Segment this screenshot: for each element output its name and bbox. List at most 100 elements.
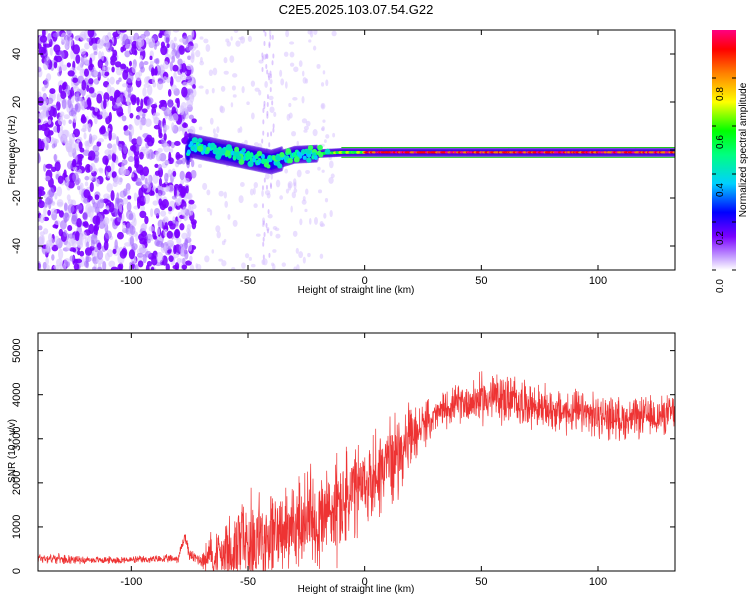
noise-blob [77, 241, 84, 249]
noise-blob [170, 84, 177, 92]
faint-blob [251, 112, 255, 120]
faint-blob [193, 42, 199, 49]
noise-blob [141, 108, 148, 114]
noise-blob [44, 175, 51, 181]
noise-blob [62, 263, 67, 270]
signal-dot [285, 148, 291, 154]
noise-blob [103, 240, 109, 251]
noise-blob [149, 55, 153, 61]
faint-blob [302, 70, 305, 77]
noise-blob [184, 251, 189, 260]
faint-blob [198, 126, 203, 131]
faint-blob [269, 230, 273, 237]
noise-blob [166, 43, 170, 48]
noise-blob [83, 132, 87, 140]
faint-blob [223, 70, 229, 75]
noise-blob [134, 264, 139, 270]
noise-blob [122, 69, 129, 81]
noise-blob [173, 244, 177, 255]
faint-blob [262, 108, 265, 114]
noise-blob [170, 141, 175, 149]
noise-blob [137, 37, 145, 48]
faint-blob [263, 232, 266, 238]
faint-blob [302, 196, 306, 202]
noise-blob [47, 97, 54, 105]
noise-blob [185, 44, 192, 52]
noise-blob [47, 33, 52, 43]
noise-blob [167, 98, 173, 109]
faint-blob [298, 251, 304, 259]
noise-blob [79, 231, 87, 240]
noise-blob [115, 91, 122, 97]
noise-blob [93, 70, 99, 77]
faint-blob [292, 96, 298, 101]
heatmap-y-tick-label: 0 [11, 147, 23, 153]
faint-blob [303, 129, 308, 133]
faint-blob [304, 78, 309, 84]
noise-blob [192, 84, 196, 90]
snr-y-tick-label: 0 [11, 568, 23, 574]
noise-blob [38, 118, 41, 124]
noise-blob [95, 206, 100, 214]
noise-blob [127, 195, 132, 200]
noise-blob [87, 30, 95, 38]
heatmap-axes: -100 -50 0 50 100 -40 -20 0 20 40 [11, 30, 675, 287]
noise-blob [90, 37, 98, 44]
noise-blob [110, 55, 118, 63]
faint-blob [250, 80, 256, 87]
noise-blob [97, 266, 103, 270]
noise-blob [115, 158, 119, 165]
noise-blob [139, 151, 144, 160]
faint-blob [275, 233, 281, 239]
noise-blob [159, 30, 163, 37]
chart-title: C2E5.2025.103.07.54.G22 [279, 2, 434, 17]
noise-blob [69, 142, 76, 154]
noise-blob [84, 42, 90, 50]
faint-blob [266, 94, 269, 100]
faint-blob [270, 173, 274, 180]
noise-blob [156, 227, 161, 236]
faint-blob [320, 223, 326, 227]
noise-blob [183, 177, 190, 183]
faint-blob [263, 40, 266, 46]
faint-blob [244, 253, 250, 259]
faint-blob [224, 200, 229, 208]
noise-blob [77, 250, 81, 256]
noise-blob [171, 195, 178, 200]
noise-blob [78, 256, 86, 267]
faint-blob [235, 40, 241, 47]
faint-blob [285, 188, 290, 194]
faint-blob [227, 214, 231, 220]
colorbar-tick-label: 0.4 [715, 183, 726, 197]
noise-blob [175, 50, 181, 59]
faint-blob [296, 264, 300, 270]
faint-blob [309, 30, 314, 38]
noise-blob [173, 140, 181, 147]
noise-blob [82, 149, 90, 156]
noise-blob [62, 119, 66, 126]
signal-core [313, 154, 318, 160]
noise-blob [136, 96, 140, 106]
heatmap-x-axis-label: Height of straight line (km) [298, 285, 415, 296]
noise-blob [47, 103, 51, 112]
noise-blob [105, 40, 110, 50]
faint-blob [270, 131, 273, 137]
noise-blob [103, 209, 108, 215]
faint-blob [288, 112, 293, 119]
noise-blob [187, 55, 192, 61]
noise-blob [158, 177, 163, 187]
snr-x-tick-label: 50 [475, 576, 487, 588]
noise-blob [53, 44, 61, 53]
noise-blob [138, 187, 144, 198]
faint-blob [312, 129, 318, 137]
faint-blob [304, 208, 308, 213]
noise-blob [58, 248, 64, 260]
noise-blob [57, 65, 63, 72]
snr-y-axis-label: SNR (10 * v/v) [7, 419, 18, 483]
faint-blob [305, 120, 311, 127]
noise-blob [167, 249, 172, 254]
noise-blob [163, 133, 167, 141]
signal-dot [318, 152, 324, 158]
faint-blob [332, 132, 336, 138]
